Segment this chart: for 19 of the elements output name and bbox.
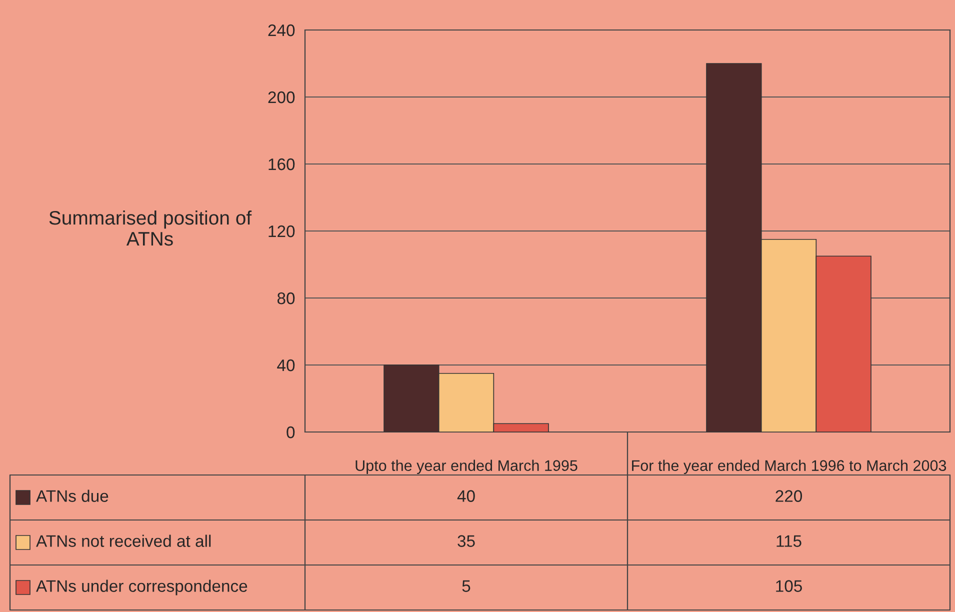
y-tick-label: 80 xyxy=(277,292,295,304)
data-label: 115 xyxy=(776,535,802,547)
y-tick-label: 120 xyxy=(268,225,295,238)
y-tick-label: 240 xyxy=(268,24,295,36)
y-axis-title: Summarised position of ATNs xyxy=(49,210,252,246)
y-tick-label: 160 xyxy=(268,158,295,170)
y-tick-label: 0 xyxy=(286,426,295,438)
x-tick-label: Upto the year ended March 1995 xyxy=(356,460,578,474)
x-tick-label: For the year ended March 1996 to March 2003 xyxy=(632,460,946,474)
y-tick-label: 40 xyxy=(277,359,295,372)
y-tick-label: 200 xyxy=(268,91,295,104)
legend-label: ATNs not received at all xyxy=(36,534,211,547)
data-label: 35 xyxy=(458,535,475,547)
data-label: 220 xyxy=(776,490,802,502)
data-label: 105 xyxy=(776,580,802,592)
data-label: 40 xyxy=(457,490,475,502)
data-label: 5 xyxy=(462,580,470,592)
legend-label: ATNs under correspondence xyxy=(36,580,248,596)
legend-label: ATNs due xyxy=(36,490,108,502)
